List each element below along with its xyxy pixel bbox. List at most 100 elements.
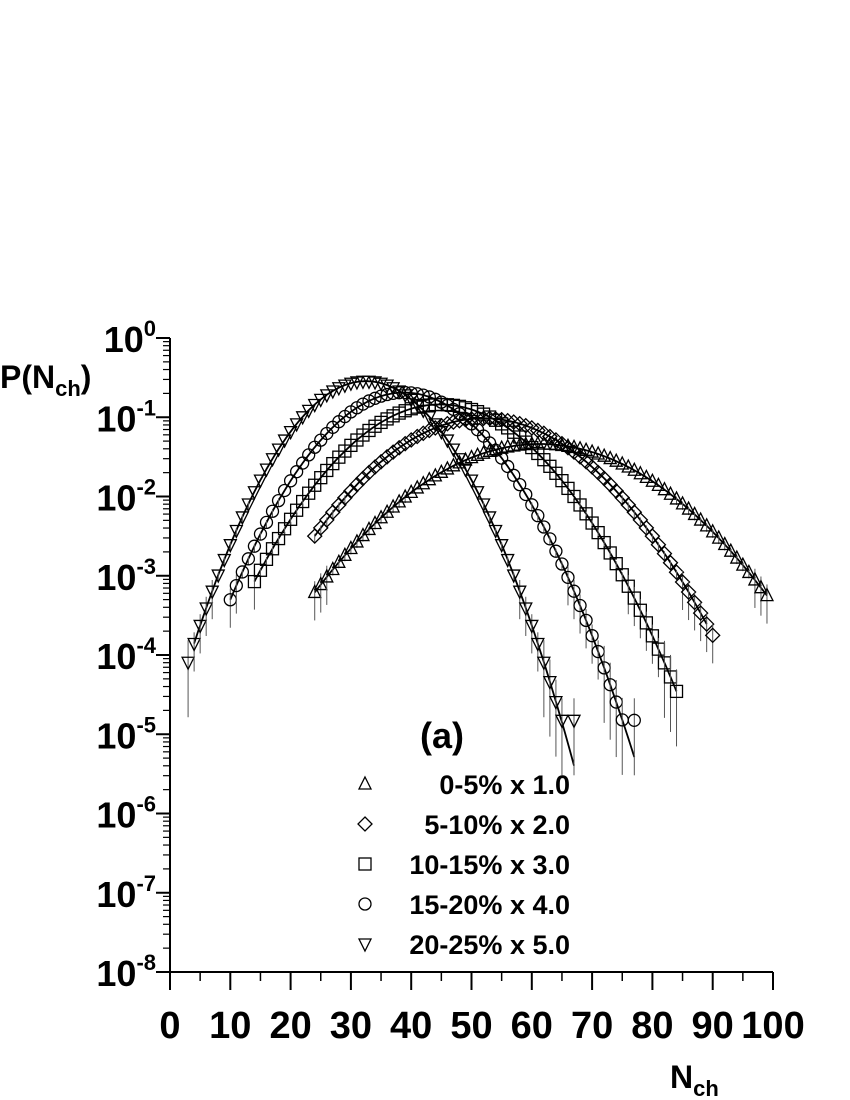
data-point: [253, 527, 268, 541]
data-point: [747, 571, 762, 586]
data-point: [470, 446, 485, 461]
data-point: [415, 425, 432, 442]
data-point: [217, 553, 232, 568]
data-point: [265, 453, 280, 468]
data-point: [609, 452, 624, 467]
legend-marker: [358, 897, 372, 911]
data-point: [385, 444, 402, 461]
data-point: [416, 475, 431, 490]
y-axis-label: P(Nch): [0, 359, 91, 401]
data-point: [717, 536, 732, 551]
y-tick-label: 10-7: [96, 871, 156, 915]
data-point: [337, 546, 352, 561]
y-tick-base: 10: [96, 795, 136, 836]
data-point: [380, 503, 395, 518]
data-point: [464, 474, 479, 489]
x-tick-label: 80: [631, 1005, 673, 1047]
data-point: [336, 489, 353, 506]
data-point: [669, 684, 684, 699]
data-point: [241, 498, 256, 513]
legend: 0-5% x 1.0 5-10% x 2.0 10-15% x 3.0 15-20% …: [357, 770, 570, 960]
data-point: [639, 468, 654, 484]
data-point: [735, 556, 750, 571]
data-point: [277, 434, 292, 449]
data-point: [463, 410, 480, 427]
data-point: [723, 542, 738, 557]
data-point: [392, 385, 407, 400]
data-point: [373, 377, 389, 392]
data-point: [422, 411, 437, 426]
data-point: [698, 616, 715, 632]
data-point: [639, 616, 654, 630]
y-tick-label: 10-8: [96, 950, 156, 994]
data-point: [705, 523, 720, 538]
x-axis: 0 10 20 30 40 50 60 70 80 90 100: [159, 972, 805, 1047]
legend-item: 0-5% x 1.0: [357, 770, 570, 800]
data-point: [301, 404, 316, 419]
data-point: [542, 675, 557, 691]
y-tick-label: 10-4: [96, 633, 156, 677]
x-tick-label: 40: [390, 1005, 432, 1047]
legend-marker: [358, 857, 372, 871]
data-point: [181, 656, 196, 671]
x-tick-label: 100: [741, 1005, 804, 1047]
y-tick-base: 10: [96, 557, 136, 598]
data-point: [205, 585, 220, 600]
data-point: [585, 443, 600, 458]
data-point: [680, 584, 697, 600]
y-tick-exponent: -7: [136, 871, 156, 896]
x-tick-label: 70: [571, 1005, 613, 1047]
data-point: [645, 629, 660, 643]
data-point: [501, 459, 515, 474]
data-point: [325, 385, 340, 400]
x-axis-label: Nch: [670, 1059, 719, 1100]
data-point: [367, 459, 383, 475]
data-point: [211, 569, 226, 584]
y-tick-base: 10: [104, 319, 144, 360]
legend-label: 0-5% x 1.0: [439, 770, 570, 800]
x-tick-label: 50: [450, 1005, 492, 1047]
data-point: [342, 483, 359, 499]
x-tick-label: 0: [159, 1005, 180, 1047]
data-point: [536, 656, 551, 671]
data-point: [507, 468, 521, 482]
data-point: [404, 393, 419, 408]
data-point: [392, 493, 407, 508]
y-tick-label: 10-2: [96, 475, 156, 519]
data-point: [307, 398, 322, 413]
data-point: [368, 391, 382, 405]
data-point: [380, 379, 395, 394]
data-point: [404, 483, 419, 499]
data-point: [356, 397, 370, 411]
y-tick-exponent: -8: [136, 950, 156, 975]
data-point: [440, 460, 455, 475]
data-point: [549, 544, 563, 558]
data-point: [379, 448, 395, 465]
y-axis-label-main: P(N: [0, 359, 55, 395]
data-point: [512, 585, 527, 600]
data-point: [627, 461, 642, 476]
y-tick-base: 10: [96, 636, 136, 677]
data-point: [325, 561, 340, 576]
data-point: [229, 578, 243, 593]
data-point: [422, 471, 437, 486]
data-point: [434, 426, 449, 441]
panel-label: (a): [420, 715, 464, 756]
data-point: [668, 564, 685, 581]
data-point: [409, 428, 426, 445]
data-point: [452, 454, 467, 469]
data-point: [187, 637, 202, 652]
legend-label: 10-15% x 3.0: [409, 850, 570, 880]
y-tick-exponent: -4: [136, 633, 156, 658]
y-tick-label: 10-6: [96, 792, 156, 836]
data-point: [331, 382, 346, 397]
data-point: [313, 393, 328, 408]
data-point: [621, 458, 636, 473]
data-point: [711, 529, 726, 544]
x-axis-label-sub: ch: [693, 1076, 719, 1100]
data-point: [428, 467, 443, 482]
data-point: [555, 557, 569, 571]
data-point: [482, 511, 497, 526]
data-point: [464, 449, 479, 464]
data-point: [349, 476, 365, 493]
